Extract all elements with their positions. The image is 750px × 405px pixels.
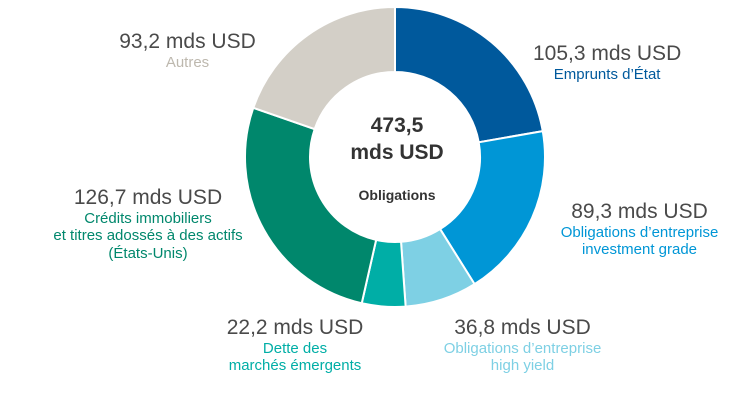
category-label: Autres [165, 54, 210, 72]
value-label: 36,8 mds USD [454, 316, 591, 339]
value-label: 105,3 mds USD [533, 42, 682, 65]
slice-label-autres: 93,2 mds USD Autres [100, 30, 275, 71]
category-label: Obligations d’entreprise investment grad… [560, 224, 719, 259]
value-label: 89,3 mds USD [571, 200, 708, 223]
slice-label-emprunts-etat: 105,3 mds USD Emprunts d’État [533, 42, 681, 83]
center-total: 473,5 mds USD [350, 114, 444, 165]
donut-slice-4 [244, 106, 378, 305]
category-label: Crédits immobiliers et titres adossés à … [53, 210, 243, 262]
value-label: 126,7 mds USD [73, 186, 223, 209]
donut-slice-0 [394, 5, 544, 144]
donut-slice-5 [252, 5, 396, 131]
center-label: Obligations [358, 187, 436, 203]
slice-label-mortgages-abs: 126,7 mds USD Crédits immobiliers et tit… [28, 186, 268, 262]
category-label: Emprunts d’État [553, 66, 661, 84]
slice-label-high-yield: 36,8 mds USD Obligations d’entreprise hi… [410, 316, 635, 375]
slice-label-emerging-debt: 22,2 mds USD Dette des marchés émergents [200, 316, 390, 375]
category-label: Obligations d’entreprise high yield [443, 340, 602, 375]
value-label: 93,2 mds USD [119, 30, 256, 53]
category-label: Dette des marchés émergents [228, 340, 362, 375]
value-label: 22,2 mds USD [226, 316, 364, 339]
slice-label-investment-grade: 89,3 mds USD Obligations d’entreprise in… [532, 200, 747, 259]
